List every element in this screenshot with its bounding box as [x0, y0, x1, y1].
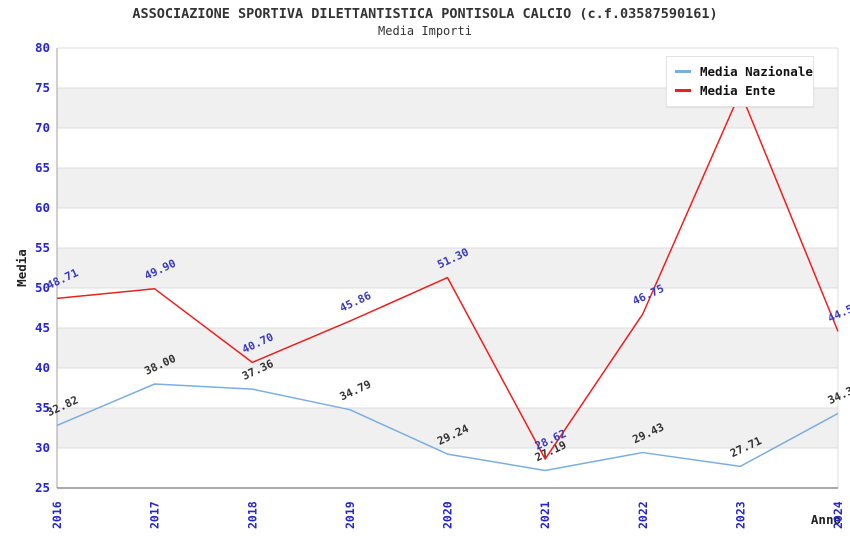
chart-legend: Media Nazionale Media Ente	[666, 56, 814, 107]
y-tick-label: 45	[35, 320, 50, 335]
legend-label: Media Ente	[700, 83, 776, 98]
media-nazionale-line	[56, 383, 839, 472]
x-tick-label: 2017	[148, 501, 162, 529]
media-ente-line	[56, 91, 839, 460]
plot-band	[57, 128, 838, 168]
x-tick-label: 2016	[50, 501, 64, 529]
y-tick-label: 35	[35, 400, 50, 415]
y-tick-label: 55	[35, 240, 50, 255]
y-tick-label: 25	[35, 480, 50, 495]
plot-band	[57, 208, 838, 248]
legend-item-media-ente: Media Ente	[675, 81, 805, 100]
x-tick-label: 2024	[831, 501, 845, 529]
media-ente-swatch-icon	[675, 89, 691, 92]
x-axis-title: Anno	[811, 512, 841, 527]
plot-band	[57, 168, 838, 208]
y-tick-label: 70	[35, 120, 50, 135]
y-tick-label: 80	[35, 40, 50, 55]
x-tick-label: 2020	[441, 501, 455, 529]
y-tick-label: 60	[35, 200, 50, 215]
x-tick-label: 2023	[733, 501, 747, 529]
y-tick-label: 75	[35, 80, 50, 95]
plot-band	[57, 408, 838, 448]
y-tick-label: 40	[35, 360, 50, 375]
chart-title: ASSOCIAZIONE SPORTIVA DILETTANTISTICA PO…	[132, 6, 718, 22]
y-axis-title: Media	[14, 249, 29, 287]
plot-band	[57, 328, 838, 368]
plot-band	[57, 288, 838, 328]
x-tick-label: 2018	[245, 501, 259, 529]
media-nazionale-swatch-icon	[675, 70, 691, 73]
legend-label: Media Nazionale	[700, 64, 813, 79]
y-tick-label: 65	[35, 160, 50, 175]
chart-subtitle: Media Importi	[378, 24, 472, 38]
legend-item-media-nazionale: Media Nazionale	[675, 62, 813, 81]
x-tick-label: 2022	[636, 501, 650, 529]
y-tick-label: 50	[35, 280, 50, 295]
plot-band	[57, 368, 838, 408]
y-tick-label: 30	[35, 440, 50, 455]
plot-band	[57, 248, 838, 288]
x-tick-label: 2021	[538, 501, 552, 529]
x-tick-label: 2019	[343, 501, 357, 529]
